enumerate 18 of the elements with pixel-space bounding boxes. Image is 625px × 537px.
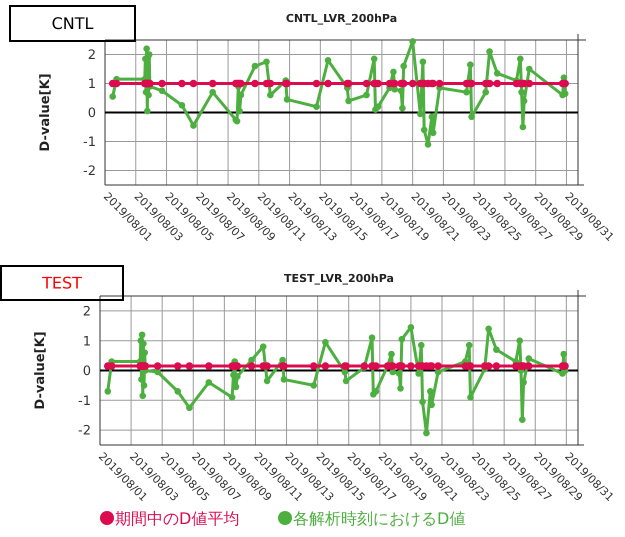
y-tick-label: 2	[82, 304, 91, 320]
y-tick-label: -1	[83, 135, 96, 150]
y-tick-label: -2	[78, 424, 91, 439]
y-axis-title: D-value[K]	[33, 331, 48, 410]
y-tick-label: 1	[82, 334, 91, 350]
y-tick-label: 0	[82, 364, 91, 380]
y-tick-label: -2	[83, 164, 96, 180]
y-tick-label: 2	[88, 48, 96, 64]
y-tick-label: -1	[78, 394, 91, 409]
legend-label: 期間中のD値平均	[115, 509, 240, 528]
y-axis-title: D-value[K]	[38, 73, 53, 152]
text: CNTL	[52, 14, 94, 34]
y-tick-label: 1	[88, 77, 96, 92]
legend-label: 各解析時刻におけるD値	[293, 509, 466, 528]
text: TEST	[41, 274, 82, 293]
y-tick-label: 0	[88, 106, 96, 122]
chart-title: CNTL_LVR_200hPa	[286, 12, 398, 25]
chart-title: TEST_LVR_200hPa	[284, 272, 394, 285]
